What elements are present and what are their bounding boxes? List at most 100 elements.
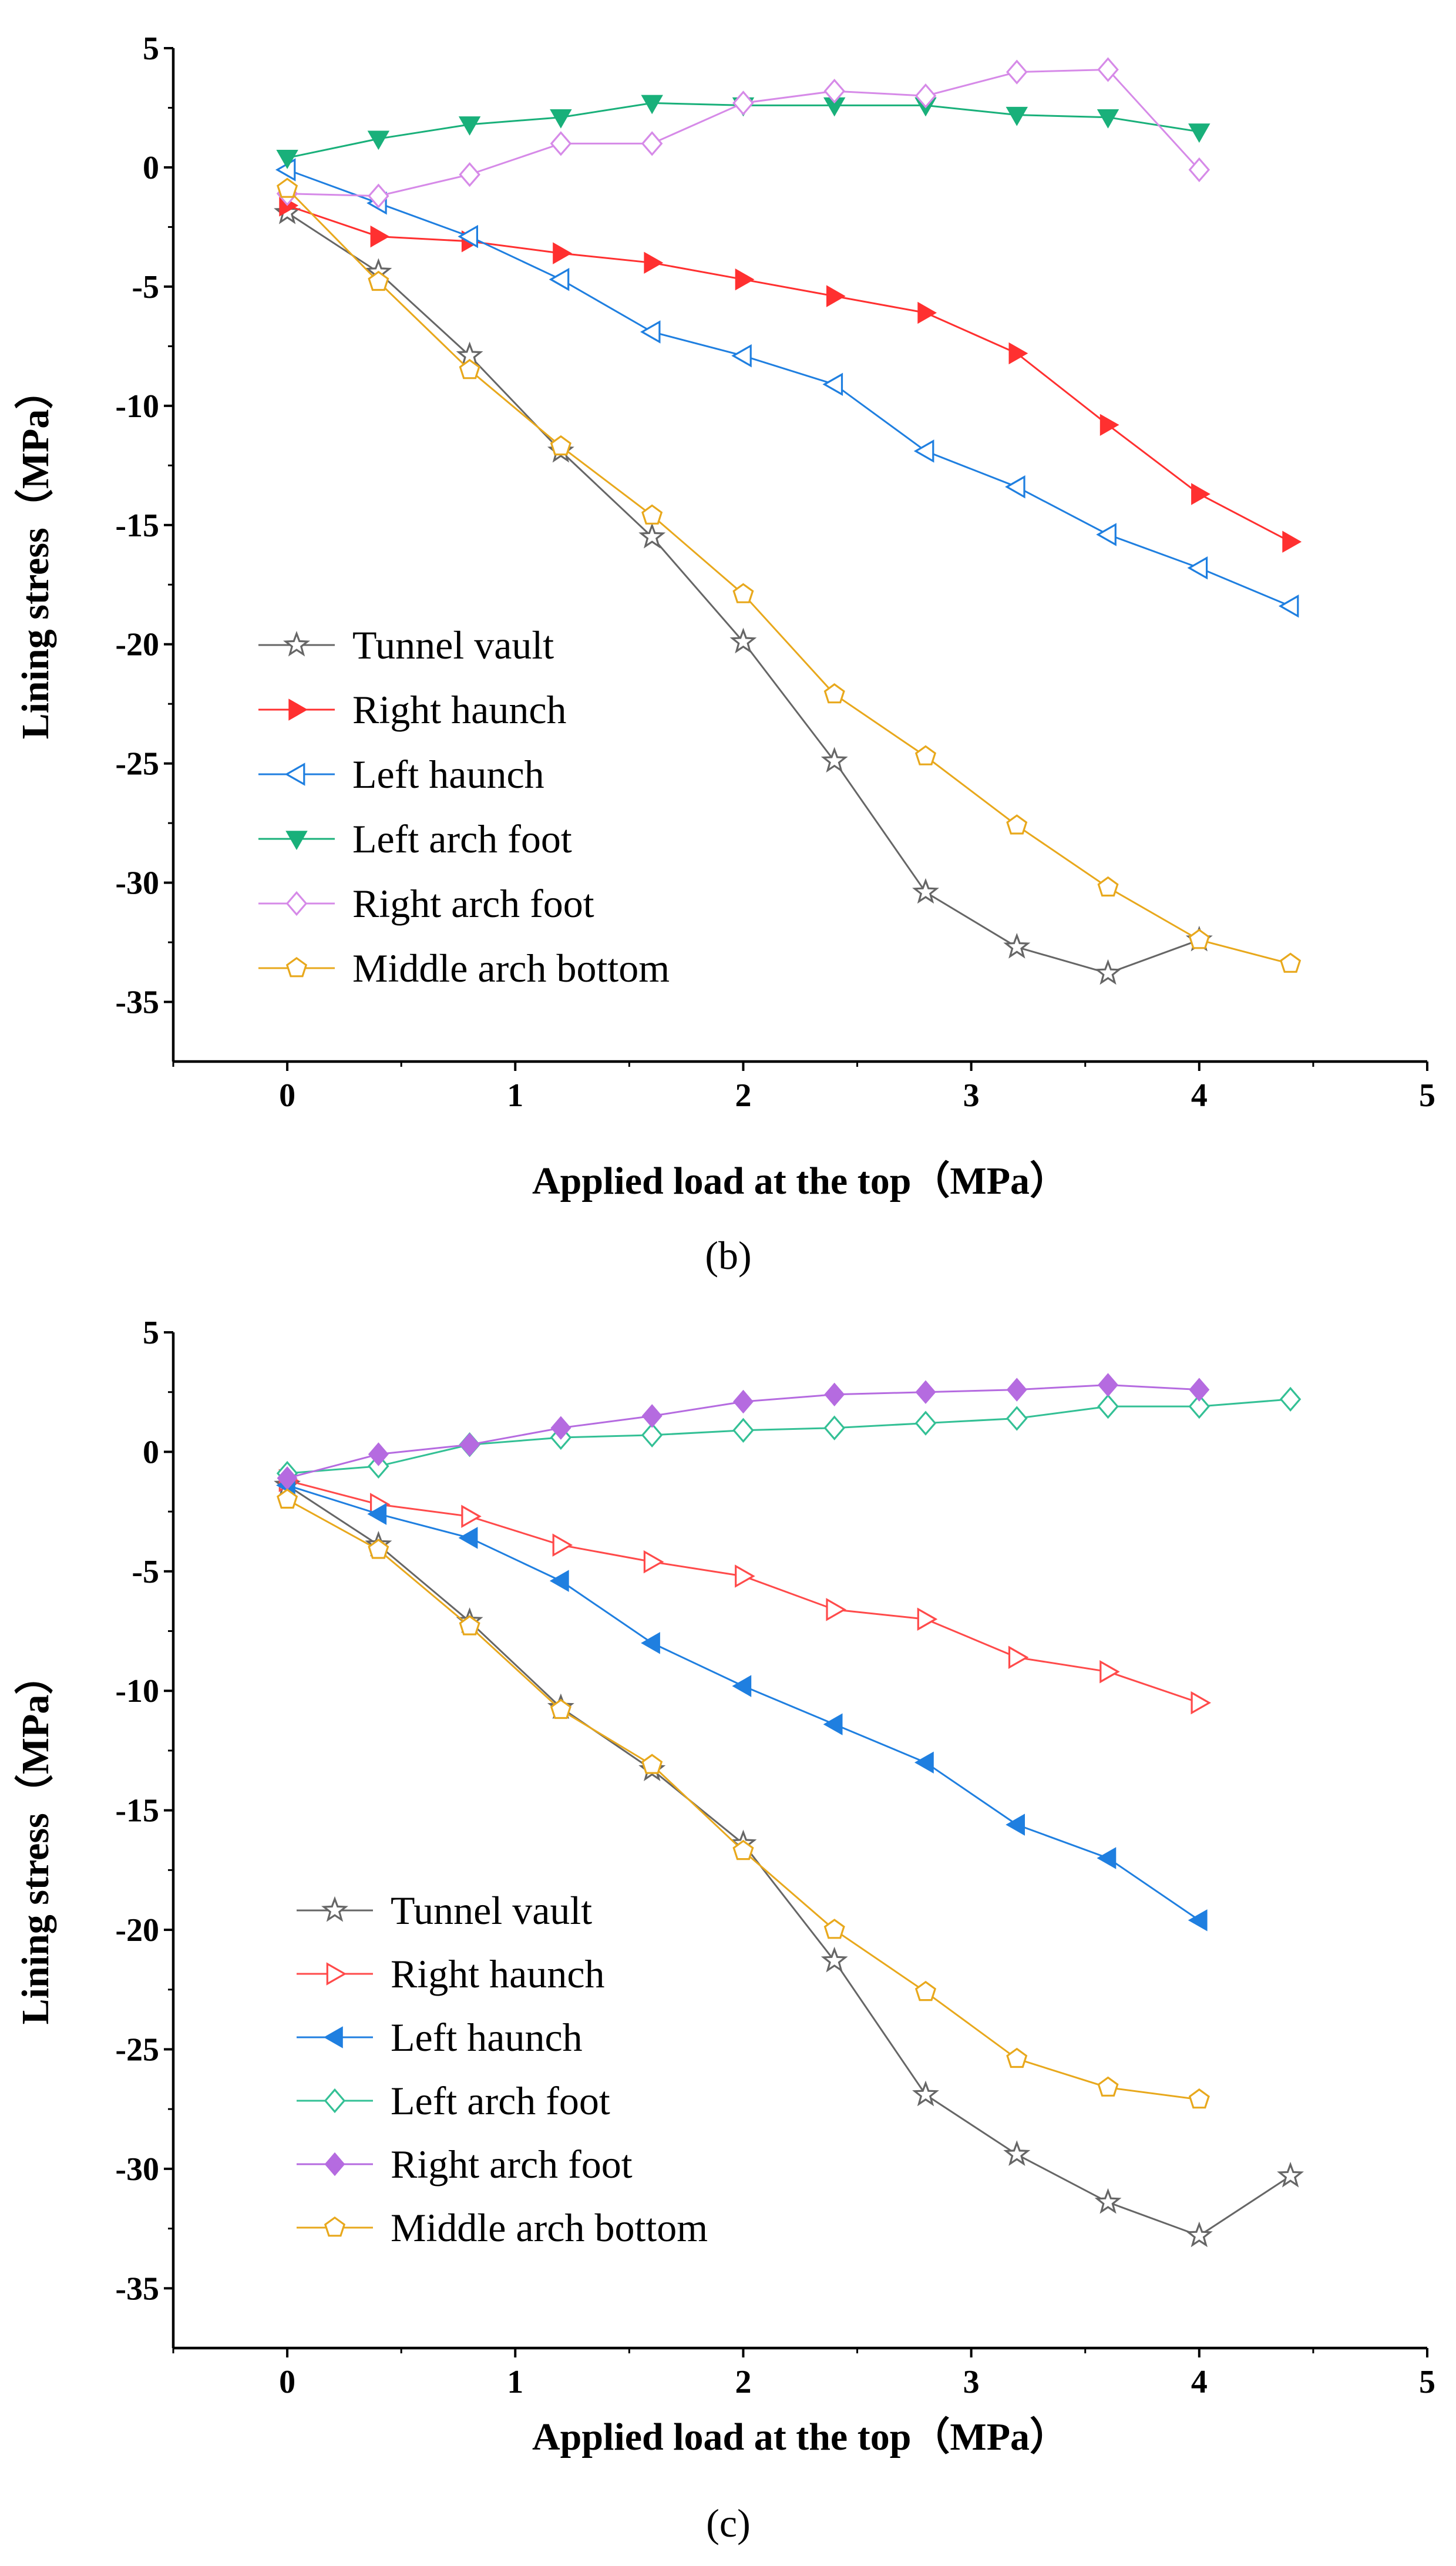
data-point bbox=[370, 225, 390, 248]
data-point bbox=[641, 1422, 663, 1448]
y-tick-label: -5 bbox=[132, 1554, 159, 1590]
data-point bbox=[550, 435, 571, 456]
legend-item: Tunnel vault bbox=[258, 623, 554, 667]
data-point bbox=[550, 109, 572, 129]
legend-item: Left arch foot bbox=[258, 817, 572, 861]
data-point bbox=[1097, 109, 1119, 129]
data-point bbox=[823, 78, 846, 104]
y-tick-label: -10 bbox=[115, 1673, 159, 1709]
data-point bbox=[1003, 932, 1031, 959]
y-tick-label: 0 bbox=[143, 150, 159, 186]
data-point bbox=[1191, 1691, 1212, 1715]
data-point bbox=[1187, 556, 1208, 580]
legend-item: Middle arch bottom bbox=[258, 946, 670, 990]
x-tick-label: 5 bbox=[1419, 1077, 1435, 1114]
data-point bbox=[914, 83, 937, 109]
y-axis-label: Lining stress（MPa） bbox=[14, 371, 57, 740]
y-axis-label: Lining stress（MPa） bbox=[14, 1656, 57, 2025]
series-middle-arch-bottom bbox=[277, 177, 1302, 973]
y-tick-label: -30 bbox=[115, 865, 159, 902]
legend-item: Middle arch bottom bbox=[297, 2205, 708, 2250]
data-point bbox=[549, 267, 570, 291]
legend-marker bbox=[321, 1896, 348, 1922]
data-point bbox=[823, 683, 845, 704]
data-point bbox=[368, 270, 389, 291]
data-point bbox=[643, 1550, 664, 1574]
legend-label: Right arch foot bbox=[352, 881, 594, 926]
data-point bbox=[638, 522, 666, 549]
data-point bbox=[731, 344, 752, 368]
y-tick-label: -20 bbox=[115, 1912, 159, 1949]
legend-marker bbox=[285, 891, 308, 916]
legend-item: Right arch foot bbox=[258, 881, 594, 926]
data-point bbox=[917, 1607, 938, 1631]
series-line bbox=[287, 169, 1291, 607]
data-point bbox=[641, 1632, 660, 1654]
legend-marker bbox=[324, 2216, 346, 2237]
y-tick-label: -30 bbox=[115, 2151, 159, 2188]
data-point bbox=[826, 1598, 846, 1621]
data-point bbox=[1008, 1645, 1029, 1670]
data-point bbox=[1280, 952, 1302, 973]
y-tick-label: -25 bbox=[115, 746, 159, 782]
y-tick-label: -15 bbox=[115, 1793, 159, 1829]
legend-marker bbox=[324, 2152, 345, 2177]
series-line bbox=[287, 1398, 1291, 1475]
data-point bbox=[276, 150, 298, 169]
data-point bbox=[550, 1698, 571, 1719]
data-point bbox=[1278, 595, 1299, 618]
data-point bbox=[732, 1418, 754, 1443]
data-point bbox=[1006, 1813, 1025, 1836]
data-point bbox=[552, 1533, 573, 1557]
data-point bbox=[277, 177, 298, 198]
data-point bbox=[915, 1380, 936, 1404]
data-point bbox=[1185, 2221, 1213, 2248]
chart-panel-b: 5 0 -5 -10 -15 -20 -25 -30 -35 0 1 2 3 4 5 Applied load… bbox=[14, 31, 1435, 1278]
data-point bbox=[729, 627, 757, 654]
legend-marker bbox=[323, 2026, 343, 2048]
data-point bbox=[458, 224, 478, 248]
chart-panel-c: 5 0 -5 -10 -15 -20 -25 -30 -35 0 1 2 3 4 5 Applied load… bbox=[14, 1315, 1435, 2545]
data-point bbox=[1097, 1847, 1117, 1869]
data-point bbox=[735, 268, 755, 291]
data-point bbox=[1096, 523, 1117, 546]
data-point bbox=[1188, 1909, 1208, 1932]
data-point bbox=[914, 1751, 934, 1774]
data-point bbox=[550, 131, 572, 156]
data-point bbox=[550, 1416, 571, 1440]
legend-marker bbox=[324, 2088, 346, 2114]
legend-label: Left arch foot bbox=[391, 2078, 610, 2123]
y-tick-label: -10 bbox=[115, 388, 159, 425]
data-point bbox=[368, 1539, 389, 1559]
data-point bbox=[1008, 342, 1028, 365]
data-point bbox=[367, 1503, 387, 1525]
panel-label: (c) bbox=[706, 2501, 750, 2545]
legend-label: Middle arch bottom bbox=[391, 2205, 708, 2250]
legend-label: Right arch foot bbox=[391, 2142, 633, 2187]
x-tick-label: 5 bbox=[1419, 2364, 1435, 2400]
x-tick-label: 4 bbox=[1191, 1077, 1208, 1114]
data-point bbox=[1099, 414, 1119, 436]
series-line bbox=[287, 1484, 1291, 2237]
legend-marker bbox=[285, 957, 308, 978]
series-left-haunch bbox=[275, 158, 1299, 618]
data-point bbox=[822, 372, 843, 397]
legend-item: Right haunch bbox=[297, 1952, 605, 1996]
data-point bbox=[732, 1389, 754, 1414]
x-axis-label: Applied load at the top（MPa） bbox=[532, 1159, 1068, 1203]
data-point bbox=[1188, 2088, 1210, 2109]
data-point bbox=[735, 1564, 755, 1588]
data-point bbox=[549, 1570, 569, 1592]
data-point bbox=[641, 1404, 663, 1428]
data-point bbox=[1188, 157, 1210, 183]
legend: Tunnel vault Right haunch Left haunch Left … bbox=[258, 623, 670, 990]
legend: Tunnel vault Right haunch Left haunch Left … bbox=[297, 1888, 708, 2250]
data-point bbox=[368, 1453, 389, 1479]
x-tick-label: 0 bbox=[279, 2364, 295, 2400]
legend-marker bbox=[285, 831, 308, 851]
data-point bbox=[277, 1488, 298, 1509]
data-point bbox=[1099, 1660, 1120, 1684]
data-point bbox=[1279, 1386, 1302, 1412]
data-point bbox=[641, 1754, 663, 1774]
